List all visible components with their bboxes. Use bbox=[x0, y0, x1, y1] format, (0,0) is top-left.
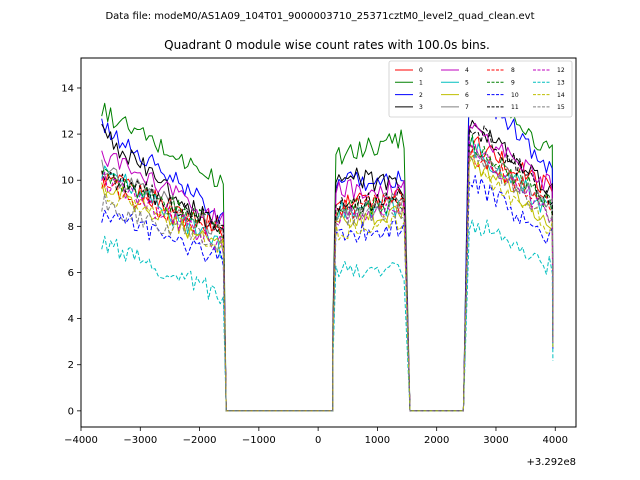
series-line-0 bbox=[101, 136, 554, 412]
x-tick-label: −4000 bbox=[64, 435, 98, 446]
series-line-12 bbox=[101, 141, 554, 412]
y-tick-label: 12 bbox=[61, 130, 74, 141]
x-tick-label: 3000 bbox=[483, 435, 508, 446]
x-axis: −4000 −3000 −2000 −1000 0 1000 2000 3000 4000 bbox=[64, 427, 568, 446]
y-tick-label: 14 bbox=[61, 83, 74, 94]
legend-label-12: 12 bbox=[557, 67, 565, 74]
y-tick-label: 8 bbox=[68, 222, 74, 233]
series-line-9 bbox=[101, 134, 554, 412]
legend-label-1: 1 bbox=[419, 80, 423, 87]
series-line-8 bbox=[101, 148, 554, 412]
series-line-7 bbox=[101, 145, 554, 412]
legend-label-14: 14 bbox=[557, 92, 565, 99]
data-file-caption: Data file: modeM0/AS1A09_104T01_90000037… bbox=[105, 11, 534, 22]
series-line-6 bbox=[101, 154, 554, 412]
legend-label-0: 0 bbox=[419, 67, 423, 74]
series-line-14 bbox=[101, 155, 554, 412]
legend-label-15: 15 bbox=[557, 104, 565, 111]
series-line-11 bbox=[101, 125, 554, 412]
x-tick-label: 4000 bbox=[543, 435, 568, 446]
x-tick-label: −3000 bbox=[123, 435, 157, 446]
legend-label-10: 10 bbox=[511, 92, 519, 99]
series-line-4 bbox=[101, 122, 554, 412]
legend-label-9: 9 bbox=[511, 80, 515, 87]
y-tick-label: 2 bbox=[68, 360, 74, 371]
series-line-1 bbox=[101, 74, 554, 412]
series-line-10 bbox=[101, 175, 554, 412]
plot-frame bbox=[80, 57, 577, 428]
x-tick-label: 2000 bbox=[424, 435, 449, 446]
legend-label-2: 2 bbox=[419, 92, 423, 99]
chart-title: Quadrant 0 module wise count rates with … bbox=[164, 38, 490, 52]
x-offset-label: +3.292e8 bbox=[526, 457, 576, 468]
y-tick-label: 6 bbox=[68, 268, 74, 279]
series-line-13 bbox=[101, 219, 554, 412]
y-tick-label: 0 bbox=[68, 406, 74, 417]
x-tick-label: 1000 bbox=[365, 435, 390, 446]
y-axis: 0 2 4 6 8 10 12 14 bbox=[61, 83, 81, 417]
legend-label-4: 4 bbox=[465, 67, 469, 74]
y-tick-label: 4 bbox=[68, 314, 74, 325]
series-line-2 bbox=[101, 76, 554, 412]
legend-label-5: 5 bbox=[465, 80, 469, 87]
series-layer bbox=[101, 74, 554, 412]
legend-label-13: 13 bbox=[557, 80, 565, 87]
legend-label-3: 3 bbox=[419, 104, 423, 111]
series-line-5 bbox=[101, 136, 554, 412]
y-tick-label: 10 bbox=[61, 176, 74, 187]
legend-label-6: 6 bbox=[465, 92, 469, 99]
series-line-3 bbox=[101, 119, 554, 412]
series-line-15 bbox=[101, 152, 554, 412]
legend-label-11: 11 bbox=[511, 104, 519, 111]
legend-label-8: 8 bbox=[511, 67, 515, 74]
x-tick-label: 0 bbox=[315, 435, 321, 446]
x-tick-label: −2000 bbox=[183, 435, 217, 446]
x-tick-label: −1000 bbox=[242, 435, 276, 446]
legend-box bbox=[388, 60, 573, 118]
legend-label-7: 7 bbox=[465, 104, 469, 111]
